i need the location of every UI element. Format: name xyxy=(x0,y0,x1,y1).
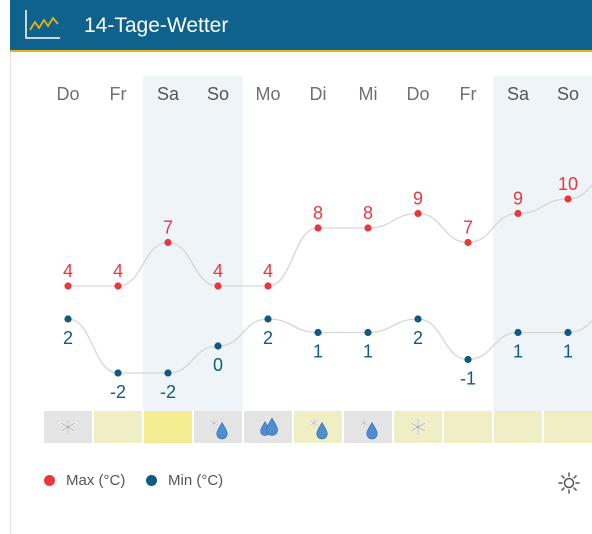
min-temp-value-label: 1 xyxy=(363,342,373,362)
weather-cell[interactable] xyxy=(494,411,542,443)
min-temp-point[interactable] xyxy=(214,342,222,350)
min-temp-point[interactable] xyxy=(564,328,572,337)
max-temp-value-label: 4 xyxy=(113,261,123,281)
max-temp-point[interactable] xyxy=(164,238,172,247)
line-chart-icon xyxy=(25,10,60,39)
snow-rain-icon xyxy=(205,414,231,440)
min-temp-value-label: 1 xyxy=(563,342,573,362)
min-temp-line xyxy=(67,318,592,374)
weather-cell[interactable] xyxy=(444,411,492,443)
day-label: Do xyxy=(406,84,430,104)
max-temp-value-label: 8 xyxy=(313,203,323,223)
weather-cell[interactable] xyxy=(94,411,142,443)
max-temp-value-label: 4 xyxy=(263,261,273,281)
min-temp-point[interactable] xyxy=(314,328,322,337)
weather-cell[interactable] xyxy=(244,411,292,443)
min-temp-point[interactable] xyxy=(414,315,422,323)
min-temp-value-label: -1 xyxy=(460,369,476,389)
snow-rain-icon xyxy=(355,414,381,440)
min-temp-point[interactable] xyxy=(364,328,372,337)
day-label: So xyxy=(206,84,230,104)
max-temp-value-label: 7 xyxy=(163,218,173,238)
widget-title: 14-Tage-Wetter xyxy=(84,14,229,37)
legend-min-dot xyxy=(146,475,157,486)
snow-icon xyxy=(405,414,431,440)
legend-max-dot xyxy=(44,475,55,486)
weather-cell[interactable] xyxy=(144,411,192,443)
min-temp-value-label: -2 xyxy=(110,382,126,402)
min-temp-point[interactable] xyxy=(114,369,122,377)
day-label: Mo xyxy=(255,84,281,104)
max-temp-value-label: 4 xyxy=(63,261,73,281)
min-temp-point[interactable] xyxy=(264,315,272,323)
day-label: Fr xyxy=(109,84,127,104)
weekend-band xyxy=(493,76,592,411)
min-temp-value-label: 2 xyxy=(413,328,423,348)
weather-cell[interactable] xyxy=(44,411,92,443)
max-temp-point[interactable] xyxy=(264,282,272,290)
min-temp-value-label: 1 xyxy=(313,342,323,362)
day-label: Fr xyxy=(459,84,477,104)
rain-icon xyxy=(255,414,281,440)
max-temp-point[interactable] xyxy=(114,282,122,290)
weather-cell[interactable] xyxy=(394,411,442,443)
weekend-band xyxy=(143,76,243,411)
legend-max-label: Max (°C) xyxy=(66,472,126,489)
max-temp-value-label: 9 xyxy=(413,189,423,209)
day-label: Di xyxy=(309,84,327,104)
min-temp-value-label: 2 xyxy=(263,328,273,348)
max-temp-value-label: 8 xyxy=(363,203,373,223)
max-temp-point[interactable] xyxy=(514,209,522,218)
day-label: Do xyxy=(56,84,80,104)
legend-min-label: Min (°C) xyxy=(168,472,224,489)
sun-icon[interactable] xyxy=(558,472,580,494)
snow-icon xyxy=(55,414,81,440)
min-temp-point[interactable] xyxy=(164,369,172,377)
max-temp-value-label: 9 xyxy=(513,189,523,209)
min-temp-value-label: 1 xyxy=(513,342,523,362)
min-temp-value-label: -2 xyxy=(160,382,176,402)
max-temp-point[interactable] xyxy=(64,282,72,290)
legend-max[interactable]: Max (°C) xyxy=(44,472,125,489)
min-temp-value-label: 2 xyxy=(63,328,73,348)
day-label: Mi xyxy=(358,84,378,104)
widget-header: 14-Tage-Wetter xyxy=(10,0,592,52)
day-label: Sa xyxy=(506,84,530,104)
min-temp-value-label: 0 xyxy=(213,355,223,375)
weather-cell[interactable] xyxy=(544,411,592,443)
weather-cell[interactable] xyxy=(294,411,342,443)
max-temp-value-label: 4 xyxy=(213,261,223,281)
max-temp-point[interactable] xyxy=(364,224,372,232)
max-temp-line xyxy=(67,184,592,287)
day-label: Sa xyxy=(156,84,180,104)
min-temp-point[interactable] xyxy=(514,328,522,337)
max-temp-point[interactable] xyxy=(214,282,222,290)
max-temp-point[interactable] xyxy=(464,238,472,247)
min-temp-point[interactable] xyxy=(64,315,72,323)
max-temp-point[interactable] xyxy=(564,195,572,203)
max-temp-point[interactable] xyxy=(414,209,422,218)
weather-cell[interactable] xyxy=(344,411,392,443)
min-temp-point[interactable] xyxy=(464,355,472,364)
snow-rain-icon xyxy=(305,414,331,440)
max-temp-point[interactable] xyxy=(314,224,322,232)
weather-cell[interactable] xyxy=(194,411,242,443)
legend-min[interactable]: Min (°C) xyxy=(146,472,223,489)
max-temp-value-label: 7 xyxy=(463,218,473,238)
day-label: So xyxy=(556,84,580,104)
max-temp-value-label: 10 xyxy=(558,174,578,194)
